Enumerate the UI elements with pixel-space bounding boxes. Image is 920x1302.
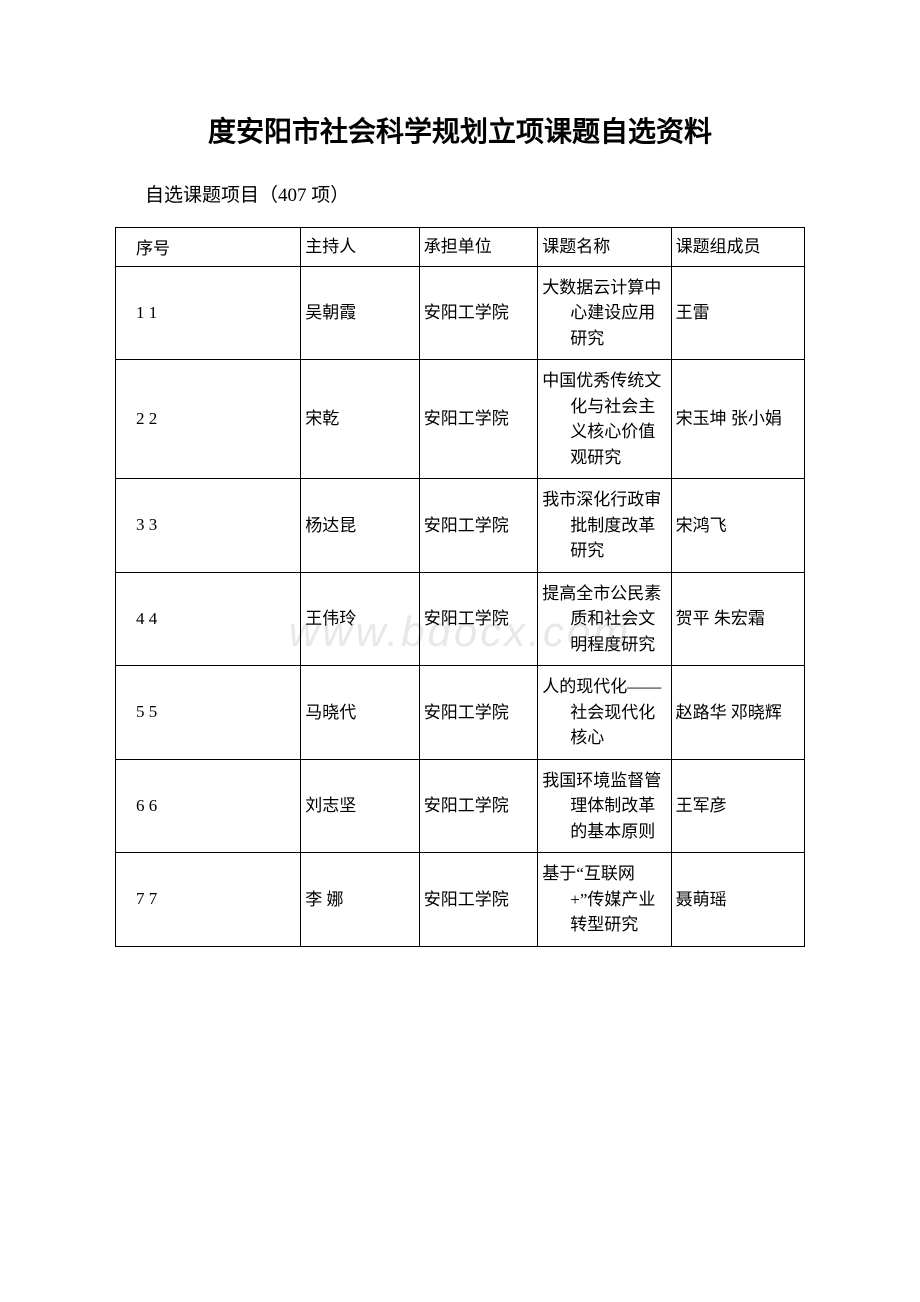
cell-host: 王伟玲	[301, 572, 420, 666]
cell-seq: 3 3	[116, 479, 301, 573]
document-subtitle: 自选课题项目（407 项）	[115, 180, 805, 207]
cell-unit: 安阳工学院	[419, 479, 538, 573]
cell-topic: 提高全市公民素质和社会文明程度研究	[538, 572, 671, 666]
table-row: 6 6 刘志坚 安阳工学院 我国环境监督管理体制改革的基本原则 王军彦	[116, 759, 805, 853]
cell-unit: 安阳工学院	[419, 360, 538, 479]
cell-unit: 安阳工学院	[419, 572, 538, 666]
header-host: 主持人	[301, 228, 420, 267]
table-header-row: 序号 主持人 承担单位 课题名称 课题组成员	[116, 228, 805, 267]
cell-unit: 安阳工学院	[419, 759, 538, 853]
cell-host: 吴朝霞	[301, 266, 420, 360]
table-row: 3 3 杨达昆 安阳工学院 我市深化行政审批制度改革研究 宋鸿飞	[116, 479, 805, 573]
table-row: 4 4 王伟玲 安阳工学院 提高全市公民素质和社会文明程度研究 贺平 朱宏霜	[116, 572, 805, 666]
cell-host: 马晓代	[301, 666, 420, 760]
cell-unit: 安阳工学院	[419, 666, 538, 760]
cell-members: 贺平 朱宏霜	[671, 572, 804, 666]
cell-seq: 5 5	[116, 666, 301, 760]
projects-table: 序号 主持人 承担单位 课题名称 课题组成员 1 1 吴朝霞 安阳工学院 大数据…	[115, 227, 805, 947]
cell-topic: 人的现代化——社会现代化核心	[538, 666, 671, 760]
cell-members: 王军彦	[671, 759, 804, 853]
document-content: 度安阳市社会科学规划立项课题自选资料 自选课题项目（407 项） 序号 主持人 …	[115, 110, 805, 947]
cell-members: 王雷	[671, 266, 804, 360]
document-title: 度安阳市社会科学规划立项课题自选资料	[115, 110, 805, 150]
cell-members: 宋鸿飞	[671, 479, 804, 573]
cell-topic: 大数据云计算中心建设应用研究	[538, 266, 671, 360]
header-unit: 承担单位	[419, 228, 538, 267]
table-row: 1 1 吴朝霞 安阳工学院 大数据云计算中心建设应用研究 王雷	[116, 266, 805, 360]
cell-host: 杨达昆	[301, 479, 420, 573]
cell-members: 宋玉坤 张小娟	[671, 360, 804, 479]
cell-seq: 1 1	[116, 266, 301, 360]
table-row: 5 5 马晓代 安阳工学院 人的现代化——社会现代化核心 赵路华 邓晓辉	[116, 666, 805, 760]
header-seq: 序号	[116, 228, 301, 267]
cell-members: 聂萌瑶	[671, 853, 804, 947]
cell-topic: 我国环境监督管理体制改革的基本原则	[538, 759, 671, 853]
cell-seq: 7 7	[116, 853, 301, 947]
cell-host: 宋乾	[301, 360, 420, 479]
cell-seq: 6 6	[116, 759, 301, 853]
header-topic: 课题名称	[538, 228, 671, 267]
header-members: 课题组成员	[671, 228, 804, 267]
cell-members: 赵路华 邓晓辉	[671, 666, 804, 760]
cell-seq: 2 2	[116, 360, 301, 479]
cell-seq: 4 4	[116, 572, 301, 666]
cell-host: 李 娜	[301, 853, 420, 947]
cell-topic: 中国优秀传统文化与社会主义核心价值观研究	[538, 360, 671, 479]
cell-host: 刘志坚	[301, 759, 420, 853]
cell-topic: 我市深化行政审批制度改革研究	[538, 479, 671, 573]
cell-unit: 安阳工学院	[419, 266, 538, 360]
cell-unit: 安阳工学院	[419, 853, 538, 947]
table-row: 7 7 李 娜 安阳工学院 基于“互联网+”传媒产业转型研究 聂萌瑶	[116, 853, 805, 947]
table-row: 2 2 宋乾 安阳工学院 中国优秀传统文化与社会主义核心价值观研究 宋玉坤 张小…	[116, 360, 805, 479]
cell-topic: 基于“互联网+”传媒产业转型研究	[538, 853, 671, 947]
